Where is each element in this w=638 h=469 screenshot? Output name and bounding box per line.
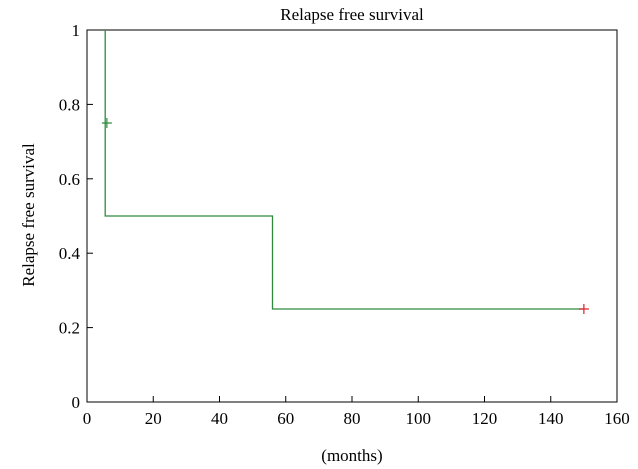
y-axis: 0 0.2 0.4 0.6 0.8 1 <box>59 21 93 412</box>
chart-title: Relapse free survival <box>280 5 424 24</box>
x-tick-label: 0 <box>83 409 92 428</box>
censor-mark <box>101 118 112 128</box>
y-tick-label: 0.4 <box>59 244 81 263</box>
censor-marks <box>101 118 589 314</box>
x-tick-label: 140 <box>538 409 564 428</box>
x-axis: 0 20 40 60 80 100 120 140 160 <box>83 396 630 428</box>
x-tick-label: 100 <box>406 409 432 428</box>
y-tick-label: 0.2 <box>59 319 80 338</box>
censor-mark <box>578 304 589 314</box>
x-tick-label: 80 <box>344 409 361 428</box>
x-tick-label: 20 <box>145 409 162 428</box>
survival-curve <box>104 30 584 310</box>
x-tick-label: 60 <box>277 409 294 428</box>
x-axis-label: (months) <box>321 446 382 465</box>
y-tick-label: 0 <box>72 393 81 412</box>
plot-series <box>104 30 584 310</box>
x-tick-label: 120 <box>472 409 498 428</box>
y-tick-label: 0.6 <box>59 170 80 189</box>
y-tick-label: 0.8 <box>59 95 80 114</box>
x-tick-label: 40 <box>211 409 228 428</box>
y-tick-label: 1 <box>72 21 81 40</box>
x-tick-label: 160 <box>604 409 630 428</box>
y-axis-label: Relapse free survival <box>19 143 38 287</box>
